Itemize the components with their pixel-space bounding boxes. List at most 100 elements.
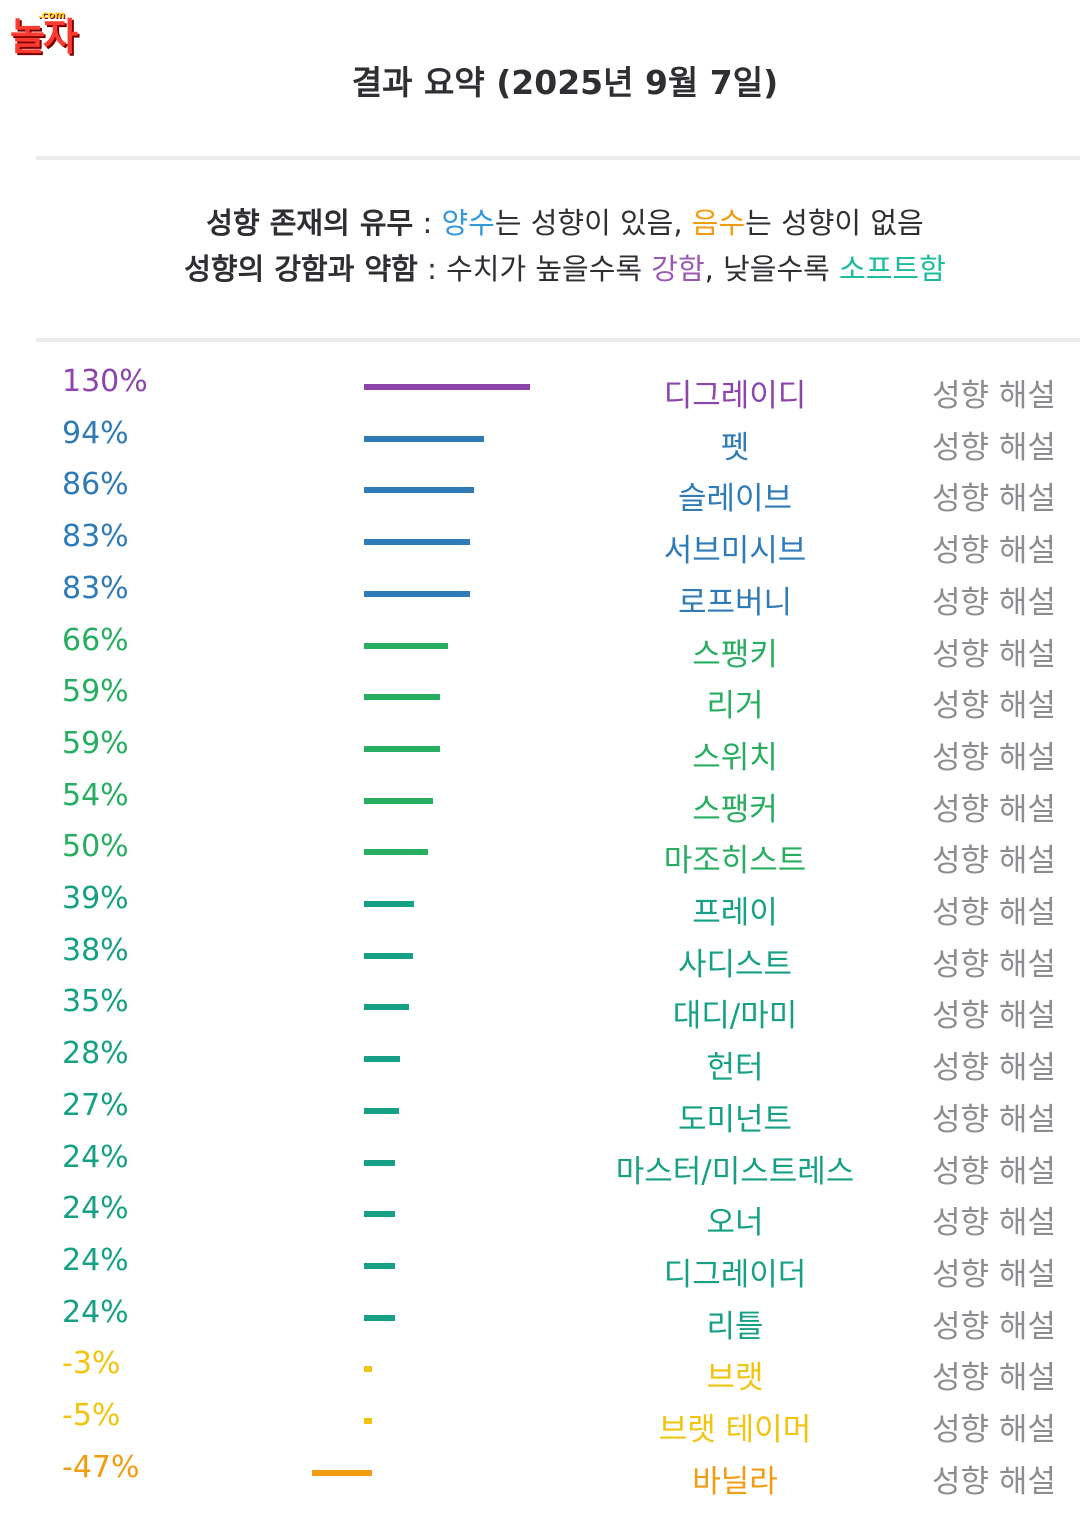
result-description-link[interactable]: 성향 해설 [932, 1154, 1056, 1190]
legend-text: 는 성향이 있음, [494, 206, 692, 240]
result-type-link[interactable]: 마스터/미스트레스 [615, 1154, 855, 1190]
result-type-link[interactable]: 디그레이더 [663, 1257, 807, 1293]
result-percent: 27% [62, 1088, 129, 1123]
result-type-link[interactable]: 프레이 [692, 895, 778, 931]
result-percent: 83% [62, 519, 129, 554]
site-logo[interactable]: 놀자 .com [10, 10, 138, 60]
result-description-link[interactable]: 성향 해설 [932, 843, 1056, 879]
result-row: 24% 리틀 성향 해설 [0, 1293, 1080, 1345]
result-row: -47% 바닐라 성향 해설 [0, 1448, 1080, 1500]
result-bar [364, 849, 428, 855]
result-bar [364, 1315, 395, 1321]
result-bar [364, 1004, 409, 1010]
logo-dotcom: .com [38, 10, 66, 21]
result-bar [364, 694, 440, 700]
result-description-link[interactable]: 성향 해설 [932, 1360, 1056, 1396]
divider [36, 156, 1080, 160]
result-bar [364, 746, 440, 752]
result-description-link[interactable]: 성향 해설 [932, 637, 1056, 673]
result-percent: 59% [62, 726, 129, 761]
result-percent: 86% [62, 467, 129, 502]
result-description-link[interactable]: 성향 해설 [932, 947, 1056, 983]
result-bar [364, 591, 471, 597]
result-percent: -3% [62, 1346, 121, 1381]
result-type-link[interactable]: 대디/마미 [672, 998, 798, 1034]
result-row: 59% 스위치 성향 해설 [0, 724, 1080, 776]
result-description-link[interactable]: 성향 해설 [932, 1464, 1056, 1500]
result-percent: 28% [62, 1036, 129, 1071]
result-type-link[interactable]: 헌터 [706, 1050, 764, 1086]
result-percent: 66% [62, 623, 129, 658]
result-type-link[interactable]: 슬레이브 [677, 481, 793, 517]
result-type-link[interactable]: 로프버니 [677, 585, 793, 621]
result-type-link[interactable]: 스위치 [692, 740, 778, 776]
result-percent: 130% [62, 364, 148, 399]
result-bar [364, 1418, 372, 1424]
logo-text: 놀자 [10, 15, 78, 59]
result-percent: 35% [62, 984, 129, 1019]
result-row: 24% 오너 성향 해설 [0, 1189, 1080, 1241]
result-description-link[interactable]: 성향 해설 [932, 740, 1056, 776]
result-percent: -47% [62, 1450, 140, 1485]
result-bar [364, 1263, 395, 1269]
result-percent: 38% [62, 933, 129, 968]
result-description-link[interactable]: 성향 해설 [932, 1257, 1056, 1293]
result-description-link[interactable]: 성향 해설 [932, 998, 1056, 1034]
legend-text: 는 성향이 없음 [745, 206, 924, 240]
result-type-link[interactable]: 오너 [706, 1205, 764, 1241]
result-type-link[interactable]: 리거 [706, 688, 764, 724]
legend-text: 수치가 높을수록 [446, 252, 652, 286]
result-row: 86% 슬레이브 성향 해설 [0, 465, 1080, 517]
result-description-link[interactable]: 성향 해설 [932, 688, 1056, 724]
result-description-link[interactable]: 성향 해설 [932, 1205, 1056, 1241]
result-description-link[interactable]: 성향 해설 [932, 533, 1056, 569]
result-description-link[interactable]: 성향 해설 [932, 378, 1056, 414]
result-type-link[interactable]: 리틀 [706, 1309, 764, 1345]
result-type-link[interactable]: 사디스트 [677, 947, 793, 983]
result-row: 130% 디그레이디 성향 해설 [0, 362, 1080, 414]
result-row: 59% 리거 성향 해설 [0, 672, 1080, 724]
result-bar [364, 1056, 400, 1062]
result-percent: 24% [62, 1295, 129, 1330]
result-type-link[interactable]: 펫 [720, 430, 750, 466]
result-row: 83% 서브미시브 성향 해설 [0, 517, 1080, 569]
result-description-link[interactable]: 성향 해설 [932, 430, 1056, 466]
result-type-link[interactable]: 스팽커 [692, 792, 778, 828]
result-description-link[interactable]: 성향 해설 [932, 1102, 1056, 1138]
result-type-link[interactable]: 디그레이디 [663, 378, 807, 414]
result-row: 24% 디그레이더 성향 해설 [0, 1241, 1080, 1293]
result-description-link[interactable]: 성향 해설 [932, 481, 1056, 517]
result-description-link[interactable]: 성향 해설 [932, 1309, 1056, 1345]
result-bar [364, 487, 475, 493]
result-percent: 39% [62, 881, 129, 916]
result-description-link[interactable]: 성향 해설 [932, 792, 1056, 828]
result-row: 94% 펫 성향 해설 [0, 414, 1080, 466]
result-description-link[interactable]: 성향 해설 [932, 895, 1056, 931]
result-bar [364, 436, 485, 442]
result-bar [364, 901, 414, 907]
legend-line-2: 성향의 강함과 약함 : 수치가 높을수록 강함, 낮을수록 소프트함 [0, 246, 1080, 288]
result-description-link[interactable]: 성향 해설 [932, 1050, 1056, 1086]
result-description-link[interactable]: 성향 해설 [932, 1412, 1056, 1448]
legend-text: , 낮을수록 [704, 252, 840, 286]
result-type-link[interactable]: 브랫 테이머 [658, 1412, 812, 1448]
result-row: -5% 브랫 테이머 성향 해설 [0, 1396, 1080, 1448]
result-type-link[interactable]: 바닐라 [692, 1464, 778, 1500]
result-type-link[interactable]: 도미넌트 [677, 1102, 793, 1138]
result-row: 27% 도미넌트 성향 해설 [0, 1086, 1080, 1138]
result-type-link[interactable]: 스팽키 [692, 637, 778, 673]
legend-sep: : [413, 206, 442, 240]
result-bar [364, 1211, 395, 1217]
result-percent: 24% [62, 1191, 129, 1226]
result-type-link[interactable]: 마조히스트 [663, 843, 807, 879]
result-description-link[interactable]: 성향 해설 [932, 585, 1056, 621]
legend-label-strength: 성향의 강함과 약함 [184, 252, 418, 286]
result-percent: 24% [62, 1140, 129, 1175]
legend-soft: 소프트함 [839, 252, 946, 286]
result-row: 39% 프레이 성향 해설 [0, 879, 1080, 931]
divider [36, 338, 1080, 342]
result-row: 24% 마스터/미스트레스 성향 해설 [0, 1138, 1080, 1190]
result-type-link[interactable]: 브랫 [706, 1360, 764, 1396]
result-type-link[interactable]: 서브미시브 [663, 533, 807, 569]
legend-strong: 강함 [651, 252, 705, 286]
